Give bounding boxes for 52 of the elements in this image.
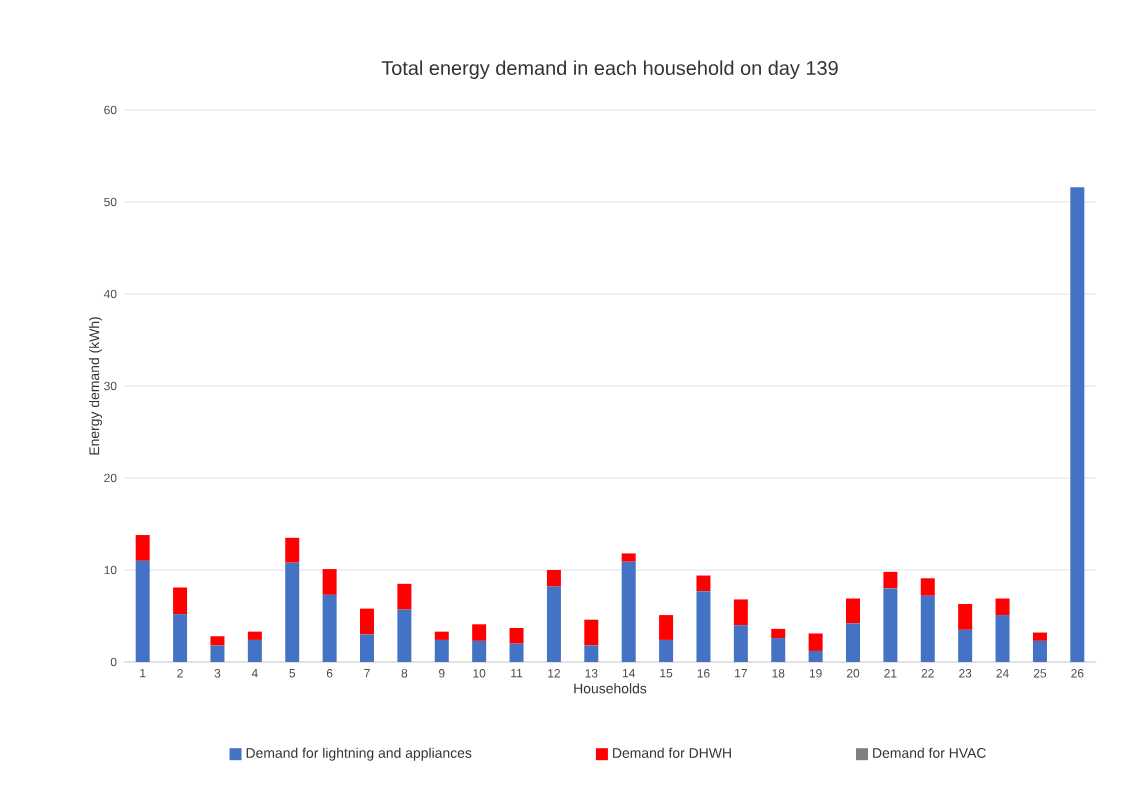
bar — [397, 609, 412, 662]
bar — [958, 604, 973, 630]
bar — [808, 633, 823, 651]
bar — [397, 583, 412, 610]
bar — [434, 631, 449, 640]
bar — [247, 631, 262, 640]
bar — [696, 591, 711, 662]
bar — [621, 561, 636, 662]
bar — [920, 595, 935, 662]
bar — [883, 588, 898, 662]
bar — [135, 535, 150, 561]
bar — [883, 571, 898, 589]
bar — [135, 560, 150, 662]
bar — [285, 537, 300, 563]
bar — [210, 636, 225, 646]
bar — [846, 598, 861, 624]
bar — [1032, 640, 1047, 662]
bar — [808, 650, 823, 662]
bar — [210, 645, 225, 662]
bar — [472, 624, 487, 641]
bar — [173, 587, 188, 615]
bar — [958, 629, 973, 662]
bar — [322, 569, 337, 595]
bar — [1032, 632, 1047, 641]
bar — [659, 639, 674, 662]
bar — [509, 627, 524, 644]
bar — [733, 625, 748, 662]
bar — [472, 640, 487, 662]
bar — [322, 594, 337, 662]
bar — [546, 586, 561, 662]
bar — [584, 645, 599, 662]
bar — [920, 578, 935, 596]
bar — [659, 615, 674, 640]
bar — [995, 615, 1010, 662]
bar — [173, 614, 188, 662]
bar — [434, 639, 449, 662]
chart-title: Total energy demand in each household on day 139 — [381, 60, 838, 79]
bar — [995, 598, 1010, 616]
bar — [771, 638, 786, 662]
bar — [360, 608, 375, 635]
bar — [584, 619, 599, 646]
bar — [621, 553, 636, 562]
bar — [1070, 187, 1085, 662]
bar — [546, 570, 561, 587]
bar — [696, 575, 711, 592]
bar — [771, 628, 786, 639]
bar — [360, 634, 375, 662]
bar — [733, 599, 748, 626]
bar — [247, 639, 262, 662]
bar — [509, 643, 524, 662]
bar — [846, 623, 861, 662]
bar — [285, 562, 300, 662]
